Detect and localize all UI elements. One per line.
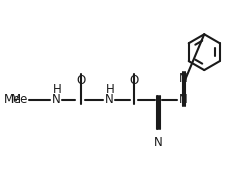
Text: N: N [179, 71, 188, 84]
Text: Me: Me [11, 93, 28, 106]
Text: H: H [53, 83, 62, 96]
Text: O: O [76, 74, 86, 87]
Text: N: N [104, 93, 113, 106]
Text: N: N [52, 93, 61, 106]
Text: O: O [129, 74, 138, 87]
Text: Me: Me [4, 93, 21, 106]
Text: H: H [105, 83, 114, 96]
Text: N: N [154, 136, 163, 149]
Text: N: N [179, 93, 188, 106]
